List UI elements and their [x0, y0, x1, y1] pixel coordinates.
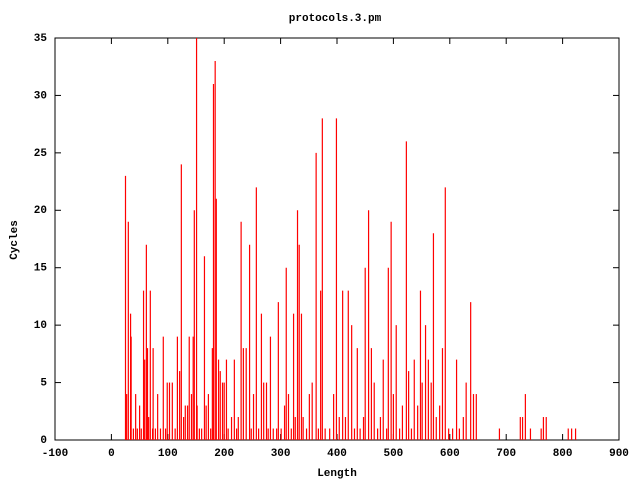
x-tick-label: 900	[609, 448, 629, 460]
y-tick-label: 15	[34, 263, 48, 275]
y-tick-label: 20	[34, 205, 47, 217]
chart-title: protocols.3.pm	[289, 13, 382, 25]
x-tick-label: -100	[42, 448, 68, 460]
y-tick-label: 35	[34, 33, 48, 45]
x-tick-label: 800	[553, 448, 573, 460]
x-tick-label: 500	[383, 448, 403, 460]
x-tick-label: 700	[496, 448, 516, 460]
y-tick-label: 30	[34, 90, 47, 102]
y-axis-label: Cycles	[9, 220, 21, 260]
x-tick-label: 200	[214, 448, 234, 460]
x-tick-label: 600	[440, 448, 460, 460]
x-tick-label: 400	[327, 448, 347, 460]
x-tick-label: 100	[158, 448, 178, 460]
x-axis-label: Length	[317, 468, 357, 480]
y-tick-label: 5	[40, 377, 47, 389]
y-tick-label: 0	[40, 435, 47, 447]
x-tick-label: 0	[108, 448, 115, 460]
y-tick-label: 25	[34, 148, 48, 160]
x-tick-label: 300	[271, 448, 291, 460]
y-tick-label: 10	[34, 320, 47, 332]
